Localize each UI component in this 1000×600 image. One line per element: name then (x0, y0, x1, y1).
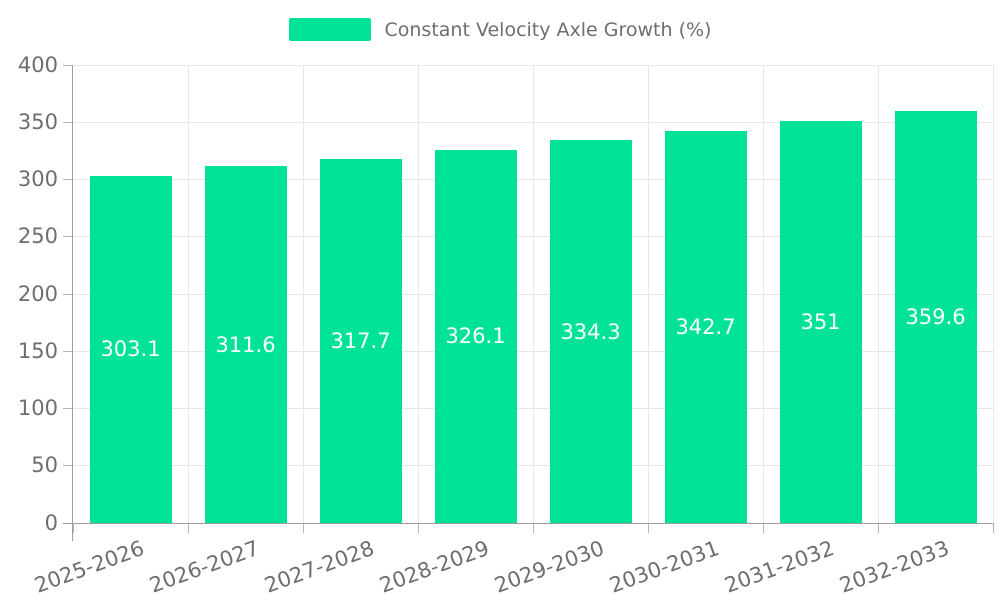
x-axis-line (63, 523, 993, 524)
bar[interactable] (549, 140, 632, 523)
y-axis-label: 150 (17, 338, 58, 363)
bar[interactable] (779, 121, 862, 523)
bar-value-label: 334.3 (560, 319, 621, 344)
x-gridline (187, 65, 189, 523)
x-axis-tick (187, 523, 189, 533)
x-gridline (762, 65, 764, 523)
y-axis-tick (63, 64, 73, 66)
x-gridline (647, 65, 649, 523)
x-axis-tick (762, 523, 764, 533)
y-axis-label: 250 (17, 224, 58, 249)
bar-value-label: 342.7 (675, 314, 736, 339)
y-axis-tick (63, 236, 73, 238)
y-axis-label: 200 (17, 281, 58, 306)
y-axis-tick (63, 350, 73, 352)
bar[interactable] (89, 175, 172, 523)
bar[interactable] (434, 149, 517, 523)
y-axis-label: 50 (31, 453, 58, 478)
bar[interactable] (204, 166, 287, 523)
x-axis-tick (877, 523, 879, 533)
y-axis-label: 400 (17, 52, 58, 77)
bar-value-label: 351 (800, 310, 841, 335)
x-gridline (302, 65, 304, 523)
bar[interactable] (319, 159, 402, 523)
y-axis-tick (63, 408, 73, 409)
x-axis-label: 2028-2029 (375, 536, 492, 598)
x-axis-label: 2027-2028 (260, 536, 377, 598)
y-axis-label: 0 (44, 510, 58, 535)
x-axis-tick (302, 523, 304, 533)
bar-value-label: 359.6 (905, 305, 966, 330)
x-axis-label: 2025-2026 (30, 536, 147, 598)
y-axis-tick (63, 121, 73, 123)
x-axis-tick (647, 523, 649, 533)
y-axis-tick (63, 179, 73, 180)
x-axis-tick (72, 523, 74, 533)
legend-swatch (288, 18, 371, 41)
legend-label: Constant Velocity Axle Growth (%) (384, 18, 712, 41)
x-gridline (877, 65, 879, 523)
x-axis-label: 2029-2030 (490, 536, 607, 598)
x-gridline (417, 65, 419, 523)
y-axis-label: 100 (17, 396, 58, 420)
y-axis-tick (63, 293, 73, 295)
x-axis-tick (532, 523, 534, 533)
x-gridline (992, 65, 994, 523)
bar-value-label: 303.1 (100, 337, 161, 362)
x-axis-label: 2030-2031 (605, 536, 722, 598)
x-gridline (532, 65, 534, 523)
x-axis-label: 2031-2032 (720, 536, 837, 598)
legend[interactable]: Constant Velocity Axle Growth (%) (0, 18, 1000, 41)
bar-value-label: 326.1 (445, 324, 506, 349)
x-axis-tick (992, 523, 994, 533)
bar[interactable] (664, 130, 747, 523)
y-axis-line (72, 65, 73, 541)
y-axis-label: 350 (17, 109, 58, 134)
x-axis-label: 2026-2027 (145, 536, 262, 598)
bar-value-label: 311.6 (215, 332, 276, 357)
bar-value-label: 317.7 (330, 329, 391, 354)
x-axis-label: 2032-2033 (835, 536, 952, 598)
x-axis-tick (417, 523, 419, 533)
bar[interactable] (894, 111, 977, 523)
y-axis-label: 300 (17, 167, 58, 191)
y-axis-tick (63, 465, 73, 467)
